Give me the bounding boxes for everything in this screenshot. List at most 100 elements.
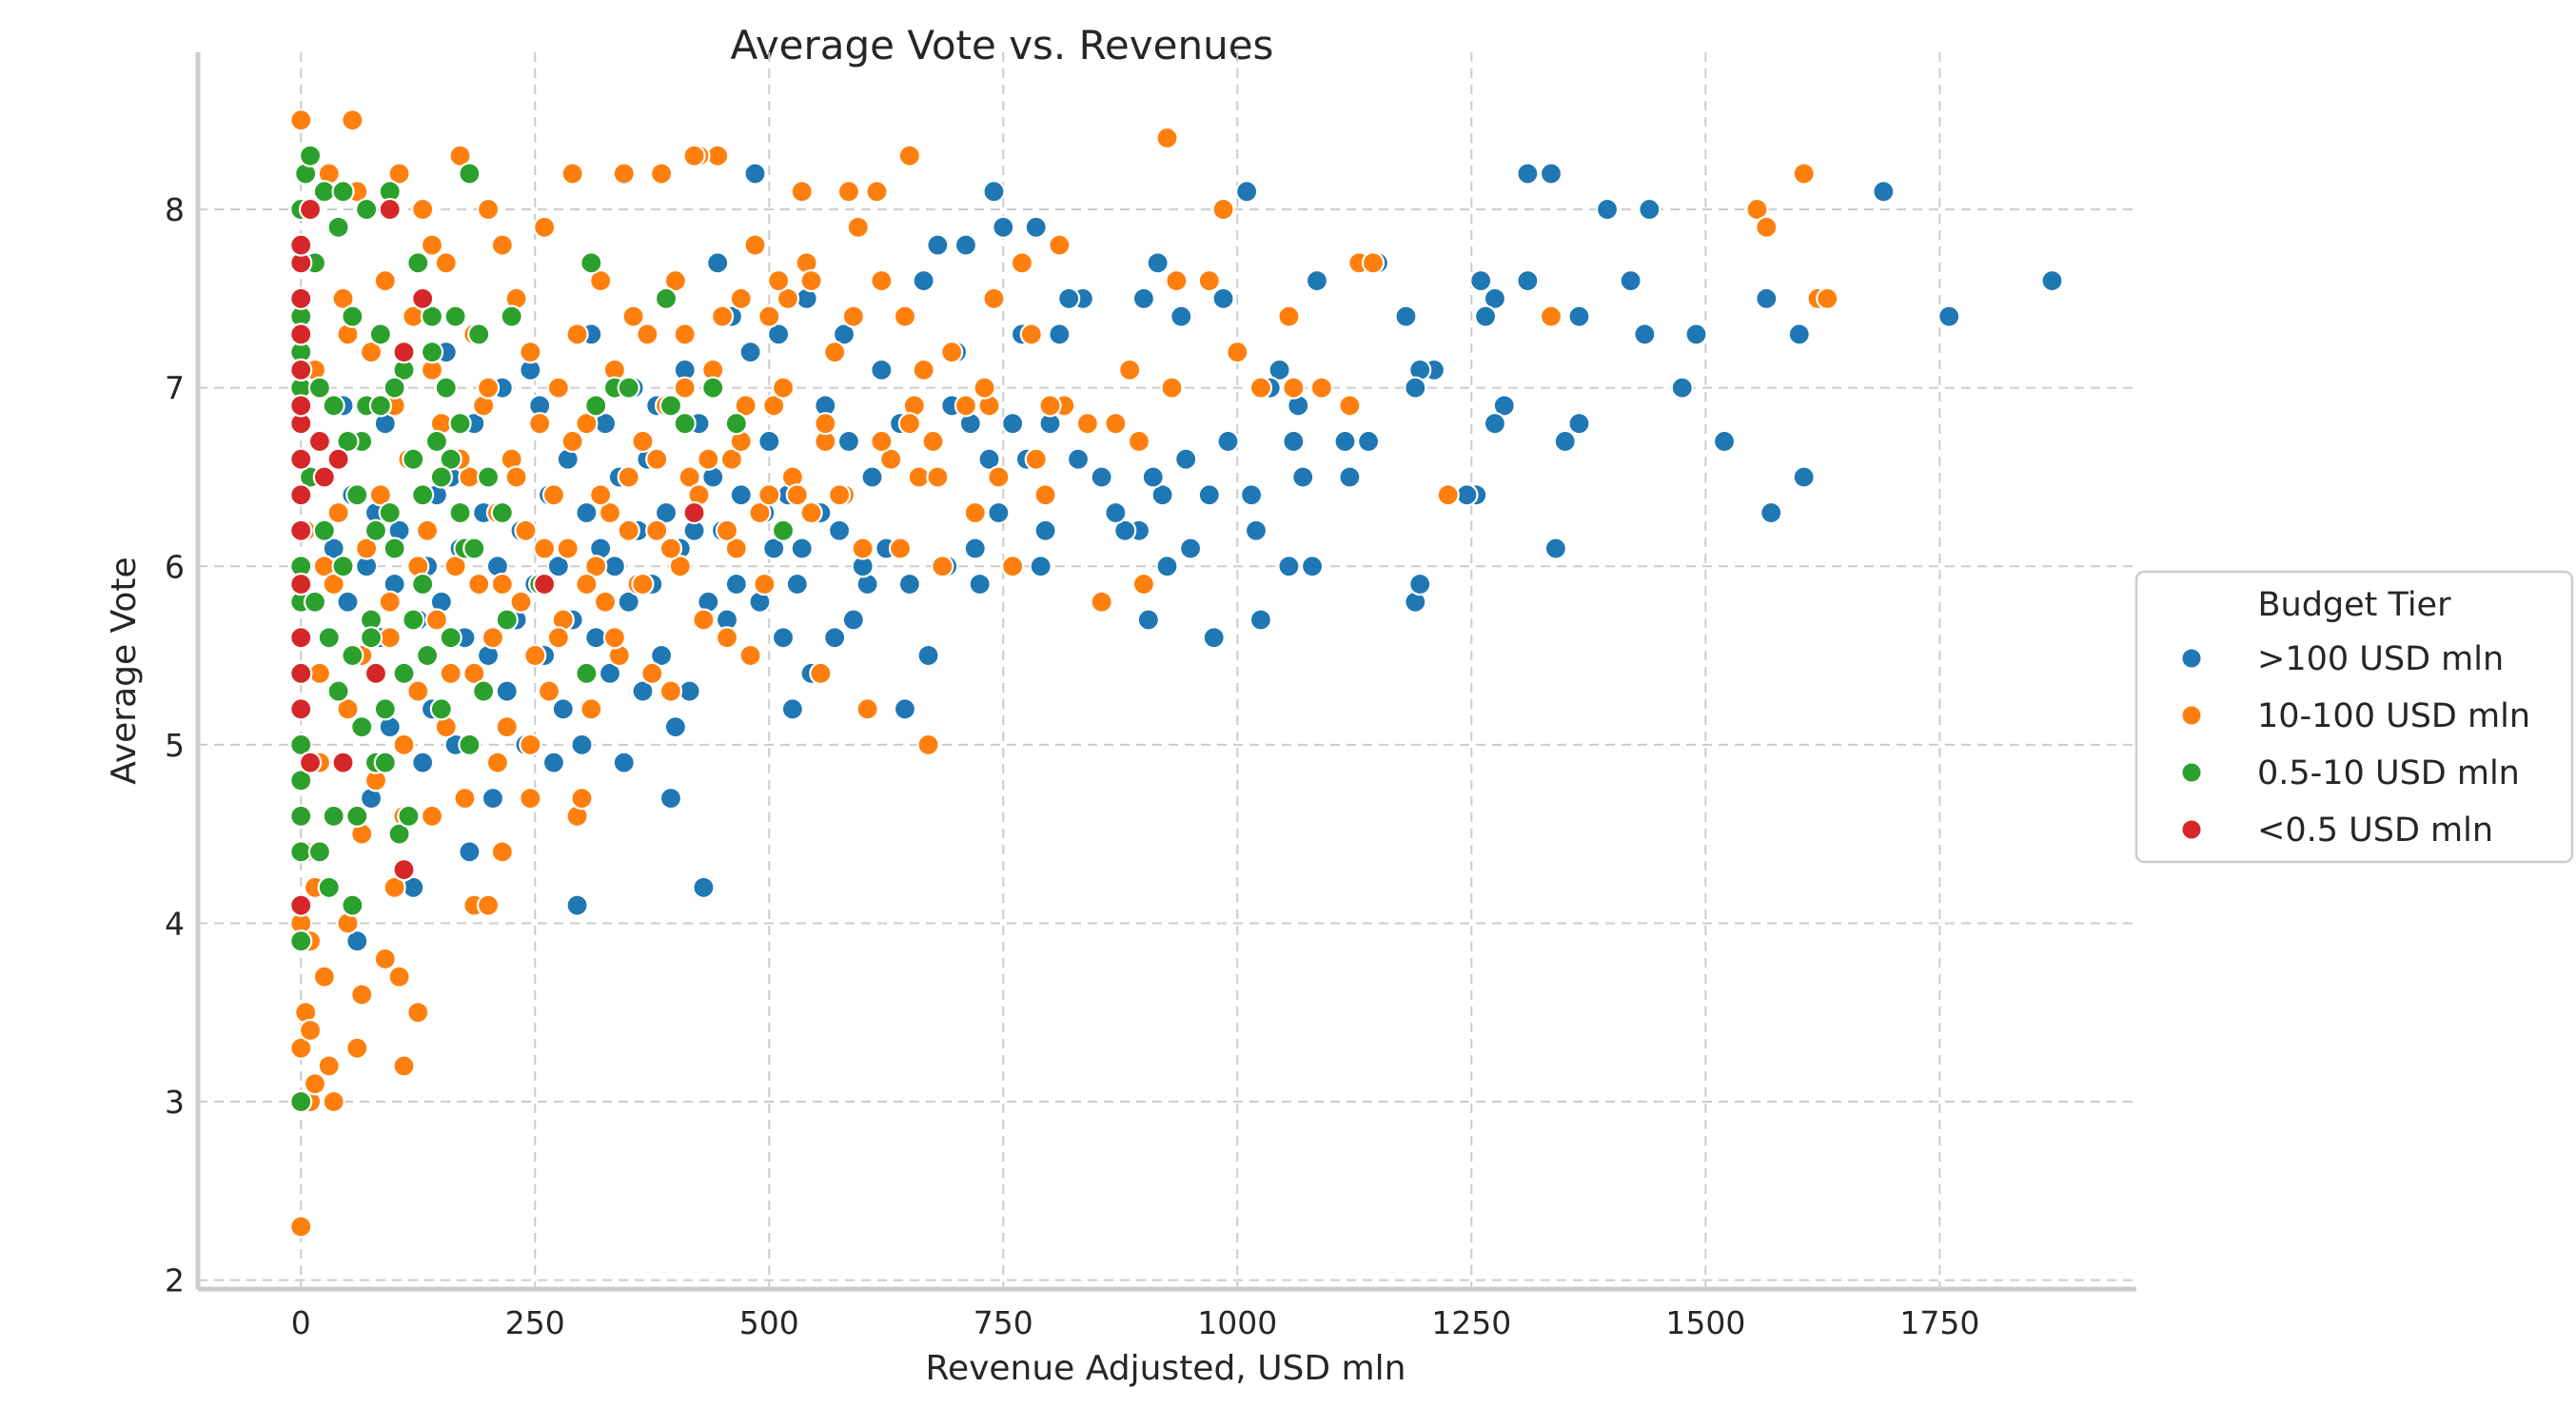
x-tick-label: 250 bbox=[505, 1304, 565, 1341]
scatter-point bbox=[1127, 429, 1151, 454]
scatter-point bbox=[364, 661, 388, 685]
scatter-point bbox=[1539, 304, 1563, 328]
scatter-point bbox=[865, 180, 889, 204]
scatter-point bbox=[289, 358, 313, 382]
scatter-point bbox=[397, 804, 421, 828]
scatter-point bbox=[1141, 465, 1165, 489]
scatter-point bbox=[757, 483, 781, 507]
scatter-point bbox=[476, 197, 501, 222]
scatter-point bbox=[406, 251, 430, 275]
series-2 bbox=[289, 144, 796, 1114]
scatter-point bbox=[345, 929, 369, 953]
scatter-point bbox=[1211, 197, 1235, 222]
scatter-point bbox=[350, 714, 374, 739]
scatter-point bbox=[1277, 304, 1301, 328]
x-tick-label: 1750 bbox=[1899, 1304, 1979, 1341]
scatter-point bbox=[490, 233, 514, 257]
scatter-point bbox=[1197, 483, 1221, 507]
scatter-point bbox=[1048, 233, 1072, 257]
scatter-point bbox=[331, 751, 355, 774]
scatter-point bbox=[1338, 394, 1362, 418]
legend-label: <0.5 USD mln bbox=[2257, 811, 2493, 850]
scatter-point bbox=[1787, 323, 1811, 346]
scatter-point bbox=[1048, 323, 1072, 346]
scatter-point bbox=[1211, 286, 1235, 310]
scatter-point bbox=[762, 394, 786, 418]
scatter-point bbox=[1001, 412, 1025, 436]
scatter-point bbox=[912, 269, 935, 293]
scatter-point bbox=[373, 269, 397, 293]
scatter-point bbox=[771, 376, 796, 400]
scatter-point bbox=[738, 643, 762, 668]
scatter-point bbox=[1483, 286, 1507, 310]
scatter-point bbox=[841, 608, 865, 632]
scatter-point bbox=[1024, 447, 1048, 471]
scatter-point bbox=[954, 233, 978, 257]
scatter-point bbox=[368, 323, 392, 346]
scatter-point bbox=[954, 394, 978, 418]
scatter-point bbox=[682, 144, 706, 167]
scatter-point bbox=[963, 537, 987, 560]
scatter-point bbox=[1249, 608, 1273, 632]
scatter-point bbox=[719, 447, 744, 471]
scatter-point bbox=[780, 697, 804, 721]
scatter-point bbox=[312, 465, 336, 489]
scatter-point bbox=[495, 714, 519, 739]
scatter-point bbox=[392, 858, 416, 882]
legend-label: >100 USD mln bbox=[2257, 640, 2504, 678]
scatter-point bbox=[921, 429, 945, 454]
scatter-point bbox=[420, 341, 444, 364]
scatter-point bbox=[533, 215, 557, 239]
scatter-point bbox=[640, 661, 664, 685]
scatter-point bbox=[659, 787, 683, 811]
scatter-point bbox=[753, 572, 777, 596]
scatter-point bbox=[326, 679, 350, 703]
scatter-point bbox=[973, 376, 996, 400]
x-tick-label: 1000 bbox=[1197, 1304, 1277, 1341]
scatter-point bbox=[289, 697, 313, 721]
scatter-point bbox=[575, 500, 599, 525]
scatter-point bbox=[1075, 412, 1099, 436]
scatter-point bbox=[1202, 626, 1226, 650]
scatter-point bbox=[855, 697, 879, 721]
scatter-point bbox=[289, 572, 313, 596]
scatter-point bbox=[916, 733, 940, 756]
scatter-point bbox=[767, 323, 791, 346]
scatter-point bbox=[541, 483, 566, 507]
scatter-point bbox=[289, 661, 313, 685]
scatter-point bbox=[1244, 518, 1268, 542]
scatter-point bbox=[706, 251, 730, 275]
scatter-point bbox=[504, 465, 528, 489]
scatter-point bbox=[870, 429, 894, 454]
scatter-point bbox=[1483, 412, 1507, 436]
scatter-point bbox=[836, 180, 861, 204]
scatter-point bbox=[724, 572, 748, 596]
series-0 bbox=[322, 162, 2064, 953]
scatter-point bbox=[598, 500, 622, 525]
scatter-point bbox=[350, 983, 374, 1007]
scatter-point bbox=[897, 412, 921, 436]
scatter-point bbox=[307, 429, 332, 454]
scatter-point bbox=[987, 465, 1011, 489]
scatter-point bbox=[1792, 465, 1816, 489]
scatter-point bbox=[458, 840, 482, 864]
scatter-point bbox=[617, 590, 640, 614]
scatter-point bbox=[1567, 412, 1591, 436]
scatter-point bbox=[434, 251, 458, 275]
scatter-point bbox=[1282, 429, 1306, 454]
scatter-point bbox=[322, 572, 345, 596]
scatter-point bbox=[762, 537, 786, 560]
scatter-point bbox=[383, 537, 406, 560]
scatter-point bbox=[645, 447, 669, 471]
x-tick-label: 500 bbox=[739, 1304, 799, 1341]
scatter-point bbox=[968, 572, 992, 596]
scatter-point bbox=[476, 893, 501, 917]
scatter-point bbox=[1539, 162, 1563, 186]
scatter-point bbox=[673, 323, 697, 346]
scatter-point bbox=[1066, 447, 1091, 471]
scatter-point bbox=[860, 465, 884, 489]
scatter-point bbox=[893, 304, 917, 328]
scatter-point bbox=[799, 269, 823, 293]
legend-label: 0.5-10 USD mln bbox=[2257, 754, 2520, 792]
scatter-point bbox=[411, 197, 435, 222]
